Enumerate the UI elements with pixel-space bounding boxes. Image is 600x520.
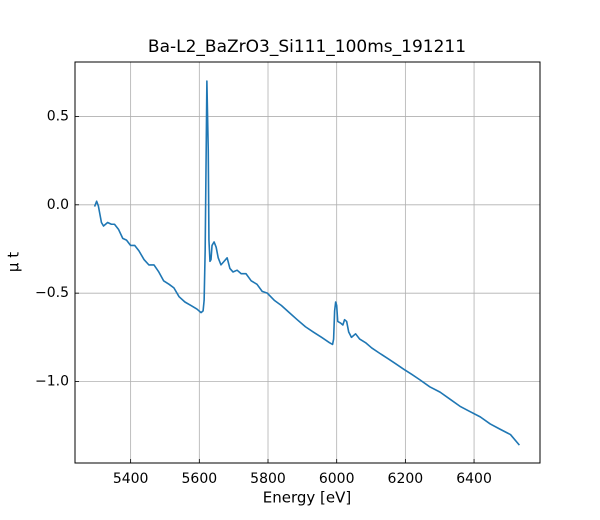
- x-tick-label: 6000: [319, 471, 355, 487]
- data-line: [93, 80, 521, 446]
- x-tick-label: 6400: [456, 471, 492, 487]
- x-tick-label: 6200: [388, 471, 424, 487]
- y-tick-label: −1.0: [35, 374, 69, 390]
- x-axis-label: Energy [eV]: [263, 489, 351, 507]
- y-tick-label: −0.5: [35, 285, 69, 301]
- x-tick-label: 5600: [182, 471, 218, 487]
- chart-title: Ba-L2_BaZrO3_Si111_100ms_191211: [148, 37, 466, 57]
- plot-frame: [74, 61, 541, 464]
- y-tick-label: 0.5: [47, 108, 69, 124]
- y-tick-label: 0.0: [47, 197, 69, 213]
- y-axis-label: μ t: [5, 252, 23, 272]
- x-tick-label: 5800: [250, 471, 286, 487]
- x-tick-label: 5400: [113, 471, 149, 487]
